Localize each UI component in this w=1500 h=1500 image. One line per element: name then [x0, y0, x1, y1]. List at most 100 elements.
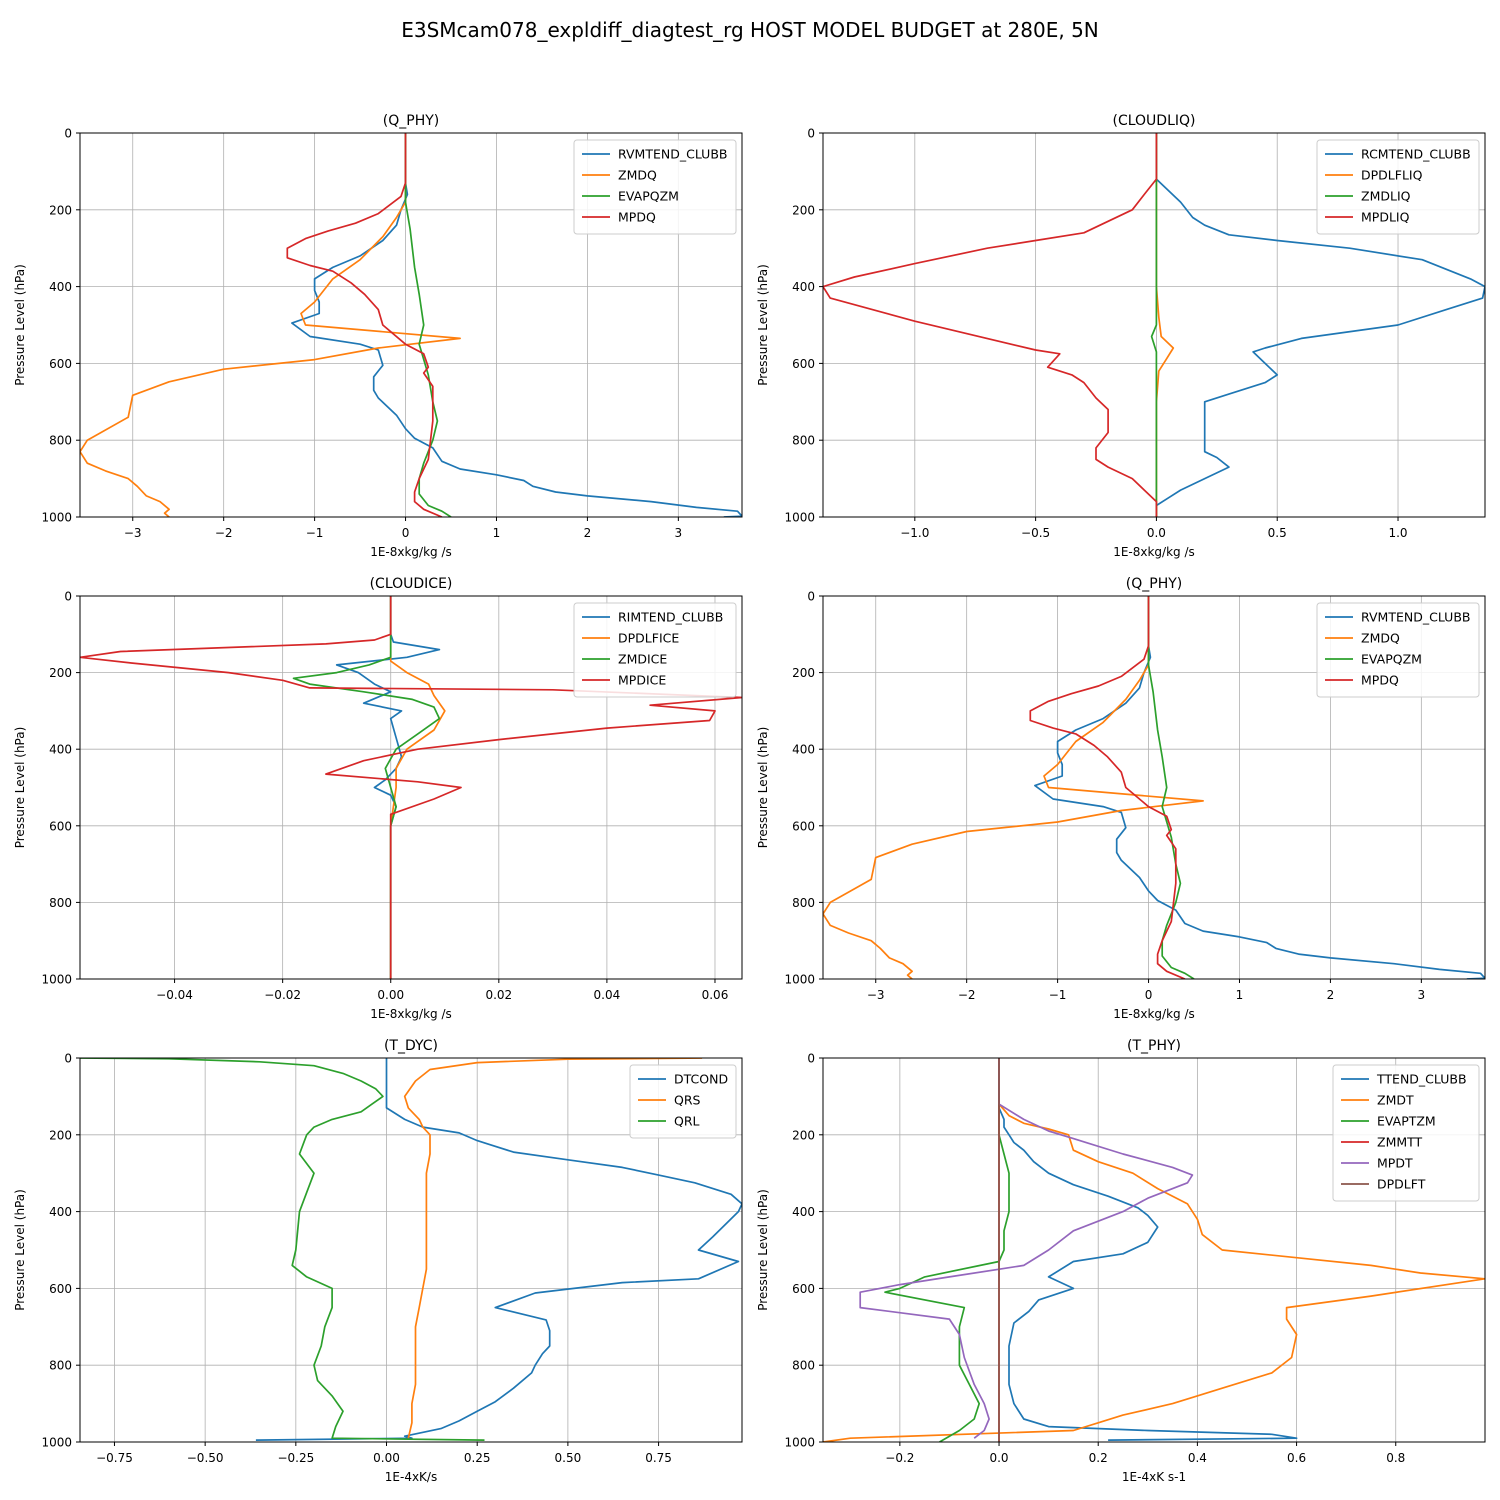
series-line-dpdlfliq: [1155, 133, 1175, 517]
legend-label: EVAPTZM: [1377, 1114, 1436, 1129]
x-tick-label: −2: [215, 526, 233, 540]
legend-label: EVAPQZM: [1361, 652, 1422, 667]
x-tick-label: −0.2: [885, 1451, 914, 1465]
legend-box: [629, 1064, 737, 1139]
x-tick-label: 1.0: [1388, 526, 1407, 540]
series-line-mpdice: [80, 596, 742, 979]
x-tick-label: 0.2: [1089, 1451, 1108, 1465]
legend-label: ZMDQ: [618, 168, 657, 183]
x-tick-label: 3: [675, 526, 683, 540]
x-tick-label: 1: [493, 526, 501, 540]
series-line-zmdt: [823, 1058, 1485, 1442]
legend-label: MPDQ: [1361, 673, 1399, 688]
series-line-mpdq: [286, 133, 443, 517]
x-tick-label: 0.50: [555, 1451, 582, 1465]
x-tick-label: 0.00: [373, 1451, 400, 1465]
x-tick-label: 1: [1236, 988, 1244, 1002]
y-tick-label: 1000: [41, 511, 72, 525]
panel-3: −0.04 −0.02 0.00 0.02 0.04 0.06 0 200 400 600 800 1…: [13, 576, 743, 1021]
legend-label: RVMTEND_CLUBB: [1361, 610, 1470, 625]
panel-title: (T_PHY): [1127, 1038, 1181, 1054]
y-tick-label: 600: [49, 1282, 72, 1296]
legend-label: DPDLFLIQ: [1361, 168, 1423, 183]
panel-title: (CLOUDLIQ): [1113, 113, 1196, 129]
x-axis-label: 1E-8xkg/kg /s: [370, 545, 452, 559]
series-line-rvmtend-clubb: [291, 133, 742, 517]
plot-frame: [822, 1057, 1486, 1443]
legend-label: DPDLFICE: [618, 631, 679, 646]
series-line-qrs: [403, 1058, 703, 1439]
legend: TTEND_CLUBB ZMDT EVAPTZM ZMMTT MPDT DPDLFT: [1332, 1064, 1480, 1202]
plot-frame: [79, 1057, 743, 1443]
legend-label: MPDT: [1377, 1156, 1413, 1171]
legend-label: TTEND_CLUBB: [1376, 1072, 1467, 1087]
x-axis-label: 1E-8xkg/kg /s: [370, 1007, 452, 1021]
y-tick-label: 800: [49, 1359, 72, 1373]
y-axis-label: Pressure Level (hPa): [13, 1189, 27, 1311]
y-tick-label: 0: [64, 1052, 72, 1066]
y-tick-label: 600: [792, 1282, 815, 1296]
series-line-dpdlfice: [389, 596, 446, 979]
series-group: [823, 596, 1485, 979]
x-tick-label: 0: [1145, 988, 1153, 1002]
x-tick-label: −1: [1049, 988, 1067, 1002]
x-tick-label: 2: [1327, 988, 1335, 1002]
y-axis-label: Pressure Level (hPa): [756, 727, 770, 849]
legend-box: [1316, 139, 1480, 235]
plot-frame: [79, 595, 743, 980]
y-tick-label: 400: [49, 280, 72, 294]
y-tick-label: 0: [807, 1052, 815, 1066]
panel-2: −1.0 −0.5 0.0 0.5 1.0 0 200 400 600 800 1000 (CLOUD…: [756, 113, 1486, 559]
y-tick-label: 1000: [784, 511, 815, 525]
legend-label: RCMTEND_CLUBB: [1361, 147, 1471, 162]
legend-label: ZMDLIQ: [1361, 189, 1411, 204]
legend-label: RVMTEND_CLUBB: [618, 147, 727, 162]
y-tick-label: 0: [807, 590, 815, 604]
series-line-dtcond: [255, 1058, 742, 1441]
x-tick-label: −3: [124, 526, 142, 540]
x-tick-label: 0.02: [485, 988, 512, 1002]
x-tick-label: −0.5: [1021, 526, 1050, 540]
y-axis-label: Pressure Level (hPa): [756, 1189, 770, 1311]
legend-label: MPDLIQ: [1361, 210, 1410, 225]
figure-title: E3SMcam078_expldiff_diagtest_rg HOST MOD…: [401, 18, 1099, 42]
y-tick-label: 200: [792, 1128, 815, 1142]
plot-frame: [822, 595, 1486, 980]
panel-title: (CLOUDICE): [370, 576, 453, 592]
y-tick-label: 400: [792, 280, 815, 294]
legend: RVMTEND_CLUBB ZMDQ EVAPQZM MPDQ: [573, 139, 737, 235]
series-line-zmdq: [80, 133, 461, 517]
legend-label: QRL: [674, 1114, 700, 1129]
x-axis-label: 1E-4xK/s: [385, 1470, 437, 1484]
y-axis-label: Pressure Level (hPa): [13, 264, 27, 386]
series-line-mpdliq: [823, 133, 1158, 517]
x-tick-label: −1: [306, 526, 324, 540]
x-tick-label: 0.25: [464, 1451, 491, 1465]
series-group: [823, 1058, 1485, 1442]
legend-label: MPDQ: [618, 210, 656, 225]
y-tick-label: 400: [792, 1205, 815, 1219]
y-tick-label: 200: [49, 666, 72, 680]
series-group: [80, 133, 742, 517]
series-line-rcmtend-clubb: [1155, 133, 1485, 517]
x-tick-label: 0.04: [594, 988, 621, 1002]
legend-label: RIMTEND_CLUBB: [618, 610, 723, 625]
y-tick-label: 800: [49, 434, 72, 448]
legend-box: [1332, 1064, 1480, 1202]
y-tick-label: 400: [49, 743, 72, 757]
y-tick-label: 200: [792, 203, 815, 217]
legend-label: ZMDT: [1377, 1093, 1414, 1108]
x-tick-label: 0: [402, 526, 410, 540]
x-tick-label: −1.0: [900, 526, 929, 540]
y-tick-label: 600: [792, 357, 815, 371]
panel-6: −0.2 0.0 0.2 0.4 0.6 0.8 0 200 400 600 800 1000 (T_P…: [756, 1038, 1486, 1484]
panel-title: (Q_PHY): [383, 113, 439, 129]
y-tick-label: 600: [49, 819, 72, 833]
series-line-ttend-clubb: [998, 1058, 1298, 1441]
x-tick-label: 3: [1418, 988, 1426, 1002]
y-axis-label: Pressure Level (hPa): [13, 727, 27, 849]
plot-frame: [822, 132, 1486, 518]
x-tick-label: 0.75: [645, 1451, 672, 1465]
x-axis-label: 1E-8xkg/kg /s: [1113, 545, 1195, 559]
